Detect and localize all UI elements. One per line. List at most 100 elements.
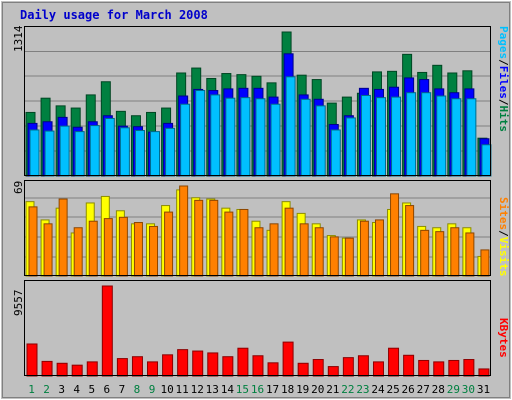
x-tick-label-day-6: 6: [104, 383, 111, 396]
bar-sites-day-25: [390, 193, 400, 277]
bar-pages-day-25: [391, 96, 402, 177]
bar-pages-day-29: [451, 98, 462, 177]
legend-label-visits: Visits: [497, 236, 510, 277]
bar-pages-day-31: [481, 144, 492, 177]
bar-sites-day-31: [480, 249, 490, 277]
x-tick-label-day-30: 30: [462, 383, 475, 396]
x-tick-label-day-18: 18: [281, 383, 294, 396]
bar-kbytes-day-11: [177, 349, 189, 377]
bar-kbytes-day-30: [463, 359, 475, 377]
bar-kbytes-day-13: [207, 352, 219, 377]
x-tick-label-day-11: 11: [176, 383, 189, 396]
bar-kbytes-day-5: [86, 361, 98, 377]
bar-kbytes-day-3: [56, 362, 68, 377]
bar-kbytes-day-26: [403, 354, 415, 377]
x-tick-label-day-15: 15: [236, 383, 249, 396]
bar-kbytes-day-19: [297, 362, 309, 377]
bar-sites-day-18: [284, 207, 294, 277]
x-tick-label-day-28: 28: [432, 383, 445, 396]
x-tick-label-day-26: 26: [402, 383, 415, 396]
bar-pages-day-6: [104, 117, 115, 177]
bar-pages-day-5: [89, 125, 100, 177]
bar-sites-day-1: [28, 206, 38, 277]
bar-kbytes-day-8: [131, 356, 143, 377]
bar-pages-day-14: [225, 97, 236, 177]
bar-pages-day-22: [345, 117, 356, 177]
x-tick-label-day-14: 14: [221, 383, 235, 396]
x-tick-label-day-8: 8: [134, 383, 141, 396]
bar-pages-day-2: [44, 130, 55, 177]
x-tick-label-day-17: 17: [266, 383, 279, 396]
bar-kbytes-day-29: [448, 359, 460, 377]
bar-kbytes-day-10: [162, 354, 174, 377]
bar-kbytes-day-21: [327, 366, 339, 377]
bar-pages-day-20: [315, 105, 326, 177]
bar-pages-day-7: [119, 127, 130, 177]
bar-kbytes-day-12: [192, 350, 204, 377]
x-tick-label-day-16: 16: [251, 383, 264, 396]
bar-sites-day-2: [43, 223, 53, 277]
bar-pages-day-28: [436, 95, 447, 177]
x-tick-label-day-4: 4: [73, 383, 80, 396]
legend-label-kbytes: KBytes: [497, 318, 510, 358]
bar-sites-day-16: [254, 227, 264, 277]
bar-pages-day-18: [285, 76, 296, 177]
x-tick-label-day-25: 25: [386, 383, 399, 396]
bar-pages-day-10: [165, 127, 176, 177]
x-tick-label-day-22: 22: [341, 383, 354, 396]
bar-sites-day-30: [465, 232, 475, 277]
legend-separator: /: [497, 98, 510, 106]
bar-pages-day-11: [180, 103, 191, 177]
bar-pages-day-21: [330, 129, 341, 177]
bar-sites-day-27: [420, 229, 430, 277]
bar-pages-day-30: [466, 98, 477, 177]
bar-kbytes-day-20: [312, 359, 324, 377]
panel-2-border: [24, 180, 491, 276]
bar-kbytes-day-9: [147, 361, 159, 377]
x-tick-label-day-29: 29: [447, 383, 460, 396]
bar-sites-day-20: [314, 227, 324, 277]
bar-pages-day-1: [29, 129, 40, 177]
panel1-y-max-label: 1314: [12, 25, 25, 53]
legend-label-hits: Hits: [497, 105, 510, 133]
panel3-legend: KBytes: [497, 318, 510, 358]
panel2-legend: Sites/Visits: [497, 197, 510, 277]
legend-label-files: Files: [497, 65, 510, 99]
panel3-y-max-label: 9557: [12, 289, 25, 317]
bar-sites-day-6: [103, 218, 113, 277]
bar-kbytes-day-2: [41, 360, 53, 377]
bar-kbytes-day-24: [372, 361, 384, 377]
x-tick-label-day-31: 31: [477, 383, 490, 396]
bar-kbytes-day-22: [342, 357, 354, 377]
legend-separator: /: [497, 59, 510, 66]
bar-sites-day-5: [88, 220, 98, 277]
x-tick-label-day-10: 10: [160, 383, 173, 396]
bar-sites-day-11: [179, 185, 189, 277]
bar-kbytes-day-1: [26, 343, 38, 377]
bar-kbytes-day-28: [433, 361, 445, 377]
panel2-y-max-label: 69: [12, 180, 25, 194]
legend-label-pages: Pages: [497, 26, 510, 60]
panel-3-border: [24, 280, 491, 376]
bar-kbytes-day-23: [357, 355, 369, 377]
bar-pages-day-13: [210, 94, 221, 177]
bar-sites-day-22: [344, 237, 354, 277]
bar-sites-day-8: [133, 222, 143, 277]
bar-sites-day-26: [405, 205, 415, 277]
bar-sites-day-24: [374, 219, 384, 277]
x-tick-label-day-27: 27: [417, 383, 430, 396]
bar-sites-day-29: [450, 227, 460, 277]
x-tick-label-day-2: 2: [43, 383, 50, 396]
x-tick-label-day-1: 1: [28, 383, 35, 396]
x-tick-label-day-24: 24: [371, 383, 385, 396]
bar-pages-day-27: [421, 92, 432, 177]
bar-pages-day-3: [59, 125, 70, 177]
bar-sites-day-17: [269, 223, 279, 277]
legend-separator: /: [497, 230, 510, 237]
x-tick-label-day-5: 5: [88, 383, 95, 396]
bar-sites-day-28: [435, 231, 445, 277]
x-tick-label-day-12: 12: [191, 383, 204, 396]
bar-sites-day-12: [194, 199, 204, 277]
bar-kbytes-day-18: [282, 341, 294, 377]
bar-pages-day-17: [270, 103, 281, 177]
